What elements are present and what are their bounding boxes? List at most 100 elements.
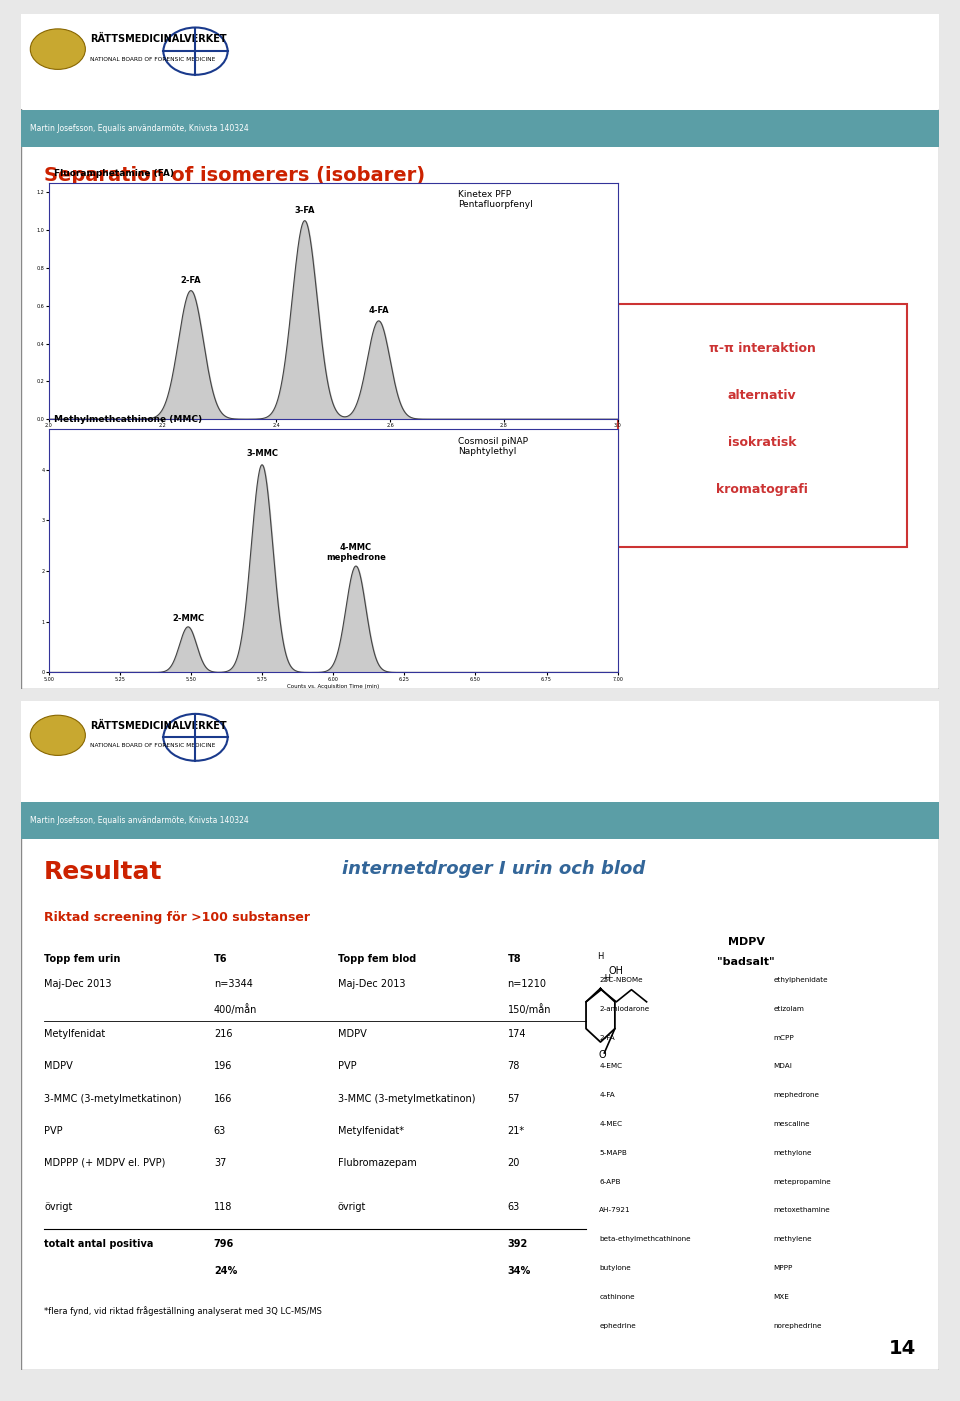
Text: 14: 14 <box>889 1339 916 1358</box>
Text: övrigt: övrigt <box>338 1202 366 1212</box>
Text: Cosmosil piNAP
Naphtylethyl: Cosmosil piNAP Naphtylethyl <box>458 437 528 455</box>
Text: ethylphenidate: ethylphenidate <box>774 976 828 984</box>
Text: 4-FA: 4-FA <box>599 1093 615 1098</box>
Text: RÄTTSMEDICINALVERKET: RÄTTSMEDICINALVERKET <box>90 34 227 45</box>
Text: 174: 174 <box>508 1030 526 1040</box>
Text: 37: 37 <box>214 1157 227 1168</box>
Text: Methylmethcathinone (MMC): Methylmethcathinone (MMC) <box>55 416 203 425</box>
Text: 63: 63 <box>508 1202 519 1212</box>
Text: MDPV: MDPV <box>728 937 765 947</box>
Text: Metylfenidat: Metylfenidat <box>44 1030 106 1040</box>
Text: Metylfenidat*: Metylfenidat* <box>338 1126 404 1136</box>
Bar <box>21 803 939 839</box>
Text: 118: 118 <box>214 1202 232 1212</box>
Text: MDPV: MDPV <box>44 1062 73 1072</box>
Text: n=3344: n=3344 <box>214 979 252 989</box>
Bar <box>21 700 939 807</box>
Text: norephedrine: norephedrine <box>774 1323 822 1328</box>
Text: H: H <box>597 953 604 961</box>
Text: 216: 216 <box>214 1030 232 1040</box>
Text: 400/mån: 400/mån <box>214 1005 257 1016</box>
Text: Martin Josefsson, Equalis användarmöte, Knivsta 140324: Martin Josefsson, Equalis användarmöte, … <box>31 123 249 133</box>
Text: 25C-NBOMe: 25C-NBOMe <box>599 976 643 984</box>
Text: 57: 57 <box>508 1094 520 1104</box>
Text: Flubromazepam: Flubromazepam <box>338 1157 417 1168</box>
Text: mCPP: mCPP <box>774 1035 795 1041</box>
Text: 2-MMC: 2-MMC <box>172 614 204 623</box>
Text: 4-MEC: 4-MEC <box>599 1121 622 1126</box>
Text: ephedrine: ephedrine <box>599 1323 636 1328</box>
Text: 3-MMC: 3-MMC <box>246 448 278 458</box>
Text: Topp fem blod: Topp fem blod <box>338 954 416 964</box>
Text: 150/mån: 150/mån <box>508 1005 551 1016</box>
FancyBboxPatch shape <box>617 304 907 548</box>
Text: PVP: PVP <box>338 1062 356 1072</box>
Text: 3-FA: 3-FA <box>295 206 315 216</box>
Text: Maj-Dec 2013: Maj-Dec 2013 <box>44 979 111 989</box>
Text: 78: 78 <box>508 1062 520 1072</box>
Text: 20: 20 <box>508 1157 520 1168</box>
Text: beta-ethylmethcathinone: beta-ethylmethcathinone <box>599 1236 691 1243</box>
Text: O: O <box>599 1049 607 1061</box>
Text: PVP: PVP <box>44 1126 62 1136</box>
Text: 24%: 24% <box>214 1265 237 1276</box>
Text: MDAI: MDAI <box>774 1063 793 1069</box>
Text: Topp fem urin: Topp fem urin <box>44 954 120 964</box>
Text: metepropamine: metepropamine <box>774 1178 831 1185</box>
Text: alternativ: alternativ <box>728 389 797 402</box>
Text: Fluoramphetamine (FA): Fluoramphetamine (FA) <box>55 170 175 178</box>
Text: övrigt: övrigt <box>44 1202 72 1212</box>
Text: .H: .H <box>602 974 611 984</box>
Bar <box>21 109 939 147</box>
Text: MPPP: MPPP <box>774 1265 793 1271</box>
Text: cathinone: cathinone <box>599 1295 635 1300</box>
Text: methylone: methylone <box>774 1150 812 1156</box>
Text: 392: 392 <box>508 1238 528 1248</box>
Text: MXE: MXE <box>774 1295 789 1300</box>
Text: 2-FA: 2-FA <box>180 276 202 284</box>
Text: π-π interaktion: π-π interaktion <box>708 342 816 354</box>
Circle shape <box>31 29 85 70</box>
Text: internetdroger I urin och blod: internetdroger I urin och blod <box>343 860 645 878</box>
X-axis label: Counts vs. Acquisition Time (min): Counts vs. Acquisition Time (min) <box>287 684 379 689</box>
Text: T8: T8 <box>508 954 521 964</box>
Text: 166: 166 <box>214 1094 232 1104</box>
Text: 6-APB: 6-APB <box>599 1178 621 1185</box>
Text: 2-FA: 2-FA <box>599 1035 615 1041</box>
Text: T6: T6 <box>214 954 228 964</box>
Text: isokratisk: isokratisk <box>728 436 797 450</box>
Text: metoxethamine: metoxethamine <box>774 1208 830 1213</box>
Text: RÄTTSMEDICINALVERKET: RÄTTSMEDICINALVERKET <box>90 720 227 731</box>
Text: butylone: butylone <box>599 1265 631 1271</box>
Text: 2-amiodarone: 2-amiodarone <box>599 1006 650 1012</box>
Text: MDPPP (+ MDPV el. PVP): MDPPP (+ MDPV el. PVP) <box>44 1157 165 1168</box>
Text: Separation of isomerers (isobarer): Separation of isomerers (isobarer) <box>44 165 425 185</box>
Text: n=1210: n=1210 <box>508 979 546 989</box>
Text: NATIONAL BOARD OF FORENSIC MEDICINE: NATIONAL BOARD OF FORENSIC MEDICINE <box>90 56 215 62</box>
Text: etizolam: etizolam <box>774 1006 804 1012</box>
Text: 4-FA: 4-FA <box>369 307 389 315</box>
Text: Maj-Dec 2013: Maj-Dec 2013 <box>338 979 405 989</box>
X-axis label: Counts vs. Acquisition Time (min): Counts vs. Acquisition Time (min) <box>287 432 379 436</box>
Text: 3-MMC (3-metylmetkatinon): 3-MMC (3-metylmetkatinon) <box>338 1094 475 1104</box>
Text: Riktad screening för >100 substanser: Riktad screening för >100 substanser <box>44 912 310 925</box>
Text: "badsalt": "badsalt" <box>717 957 775 967</box>
Text: mescaline: mescaline <box>774 1121 810 1126</box>
Text: Martin Josefsson, Equalis användarmöte, Knivsta 140324: Martin Josefsson, Equalis användarmöte, … <box>31 817 249 825</box>
Circle shape <box>163 28 228 74</box>
Text: 5-MAPB: 5-MAPB <box>599 1150 627 1156</box>
Text: *flera fynd, vid riktad frågeställning analyserat med 3Q LC-MS/MS: *flera fynd, vid riktad frågeställning a… <box>44 1306 322 1316</box>
Text: AH-7921: AH-7921 <box>599 1208 631 1213</box>
Circle shape <box>31 716 85 755</box>
Text: methylene: methylene <box>774 1236 812 1243</box>
Text: 3-MMC (3-metylmetkatinon): 3-MMC (3-metylmetkatinon) <box>44 1094 181 1104</box>
Text: totalt antal positiva: totalt antal positiva <box>44 1238 154 1248</box>
Text: 34%: 34% <box>508 1265 531 1276</box>
Text: 196: 196 <box>214 1062 232 1072</box>
Text: OH: OH <box>608 965 623 976</box>
Text: 4-MMC
mephedrone: 4-MMC mephedrone <box>326 542 386 562</box>
Text: kromatografi: kromatografi <box>716 483 808 496</box>
Text: 21*: 21* <box>508 1126 525 1136</box>
Text: 4-EMC: 4-EMC <box>599 1063 622 1069</box>
Text: NATIONAL BOARD OF FORENSIC MEDICINE: NATIONAL BOARD OF FORENSIC MEDICINE <box>90 743 215 748</box>
